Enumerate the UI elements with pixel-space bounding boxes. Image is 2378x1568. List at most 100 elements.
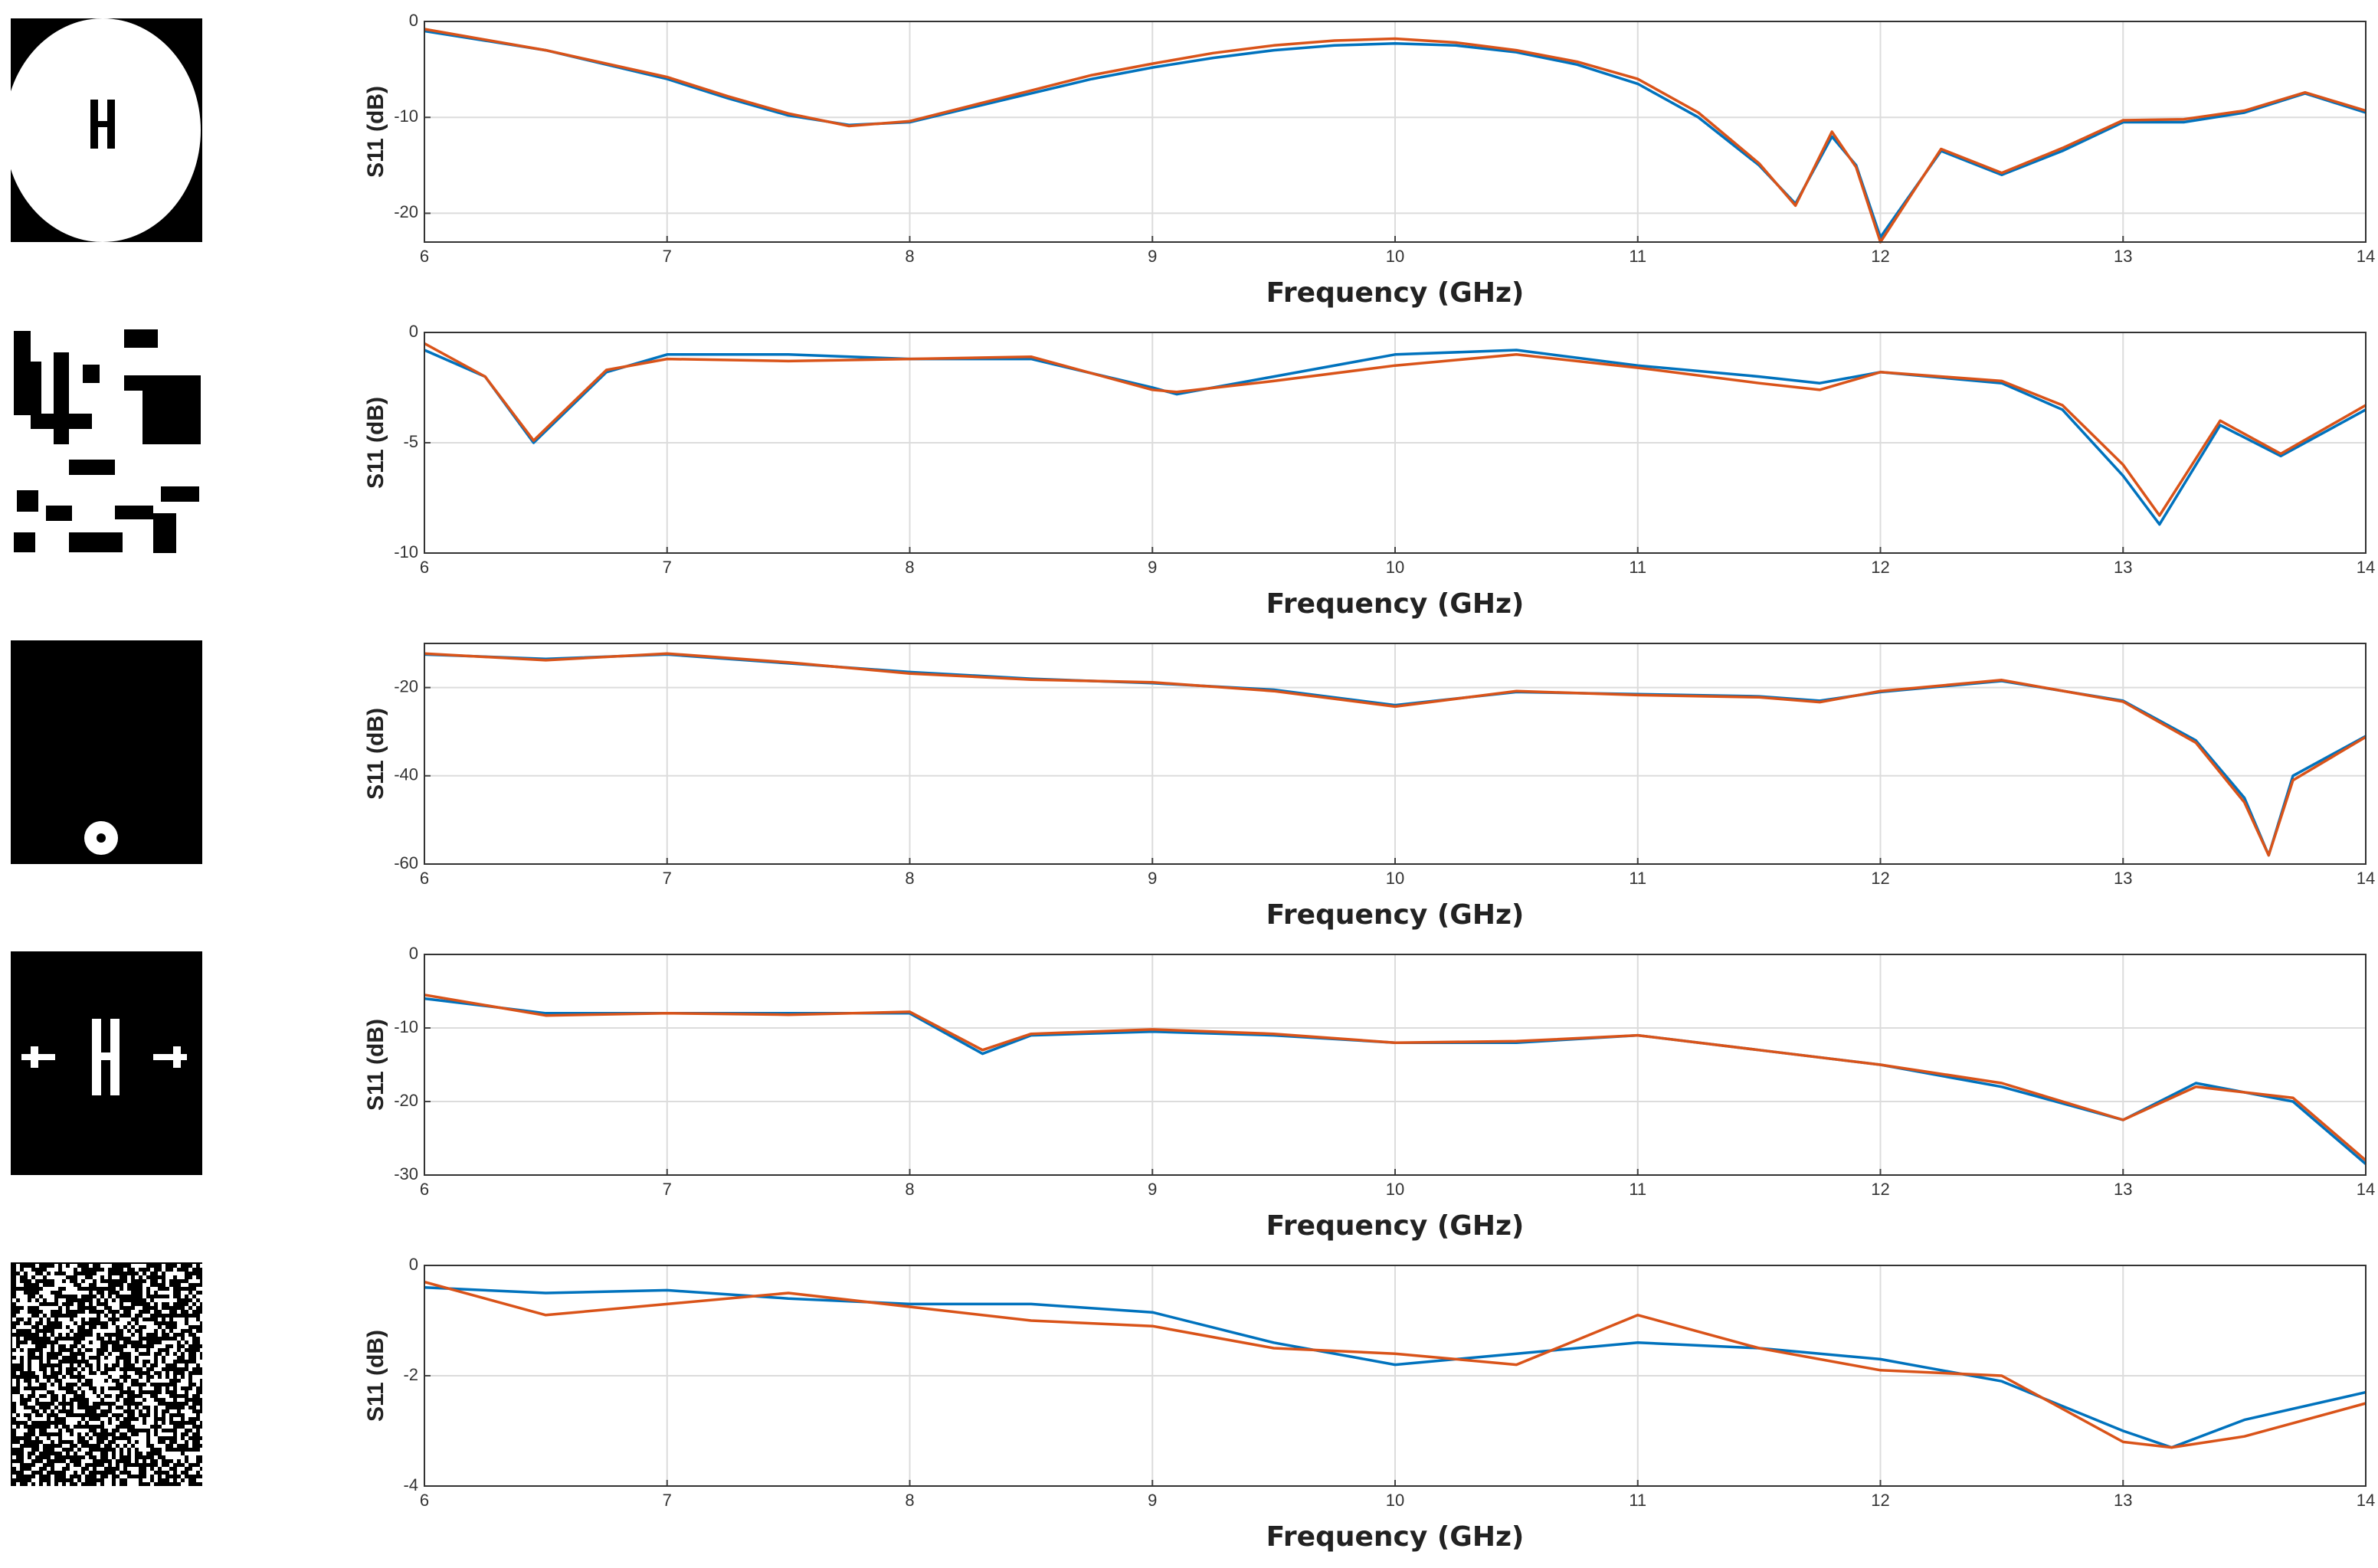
noise-pixel <box>16 1467 20 1471</box>
noise-pixel <box>135 1352 139 1356</box>
noise-pixel <box>81 1478 85 1482</box>
noise-pixel <box>142 1287 146 1291</box>
noise-pixel <box>200 1318 204 1321</box>
noise-pixel <box>62 1333 66 1337</box>
noise-pixel <box>62 1306 66 1310</box>
noise-pixel <box>108 1363 112 1367</box>
noise-pixel <box>158 1279 162 1283</box>
noise-pixel <box>108 1482 112 1486</box>
noise-pixel <box>108 1383 112 1386</box>
noise-pixel <box>135 1264 139 1268</box>
noise-pixel <box>112 1371 116 1375</box>
noise-pixel <box>108 1314 112 1318</box>
noise-pixel <box>116 1371 120 1375</box>
noise-pixel <box>58 1467 62 1471</box>
y-tick-label: -20 <box>394 1091 418 1110</box>
noise-pixel <box>112 1390 116 1394</box>
noise-pixel <box>39 1444 43 1448</box>
noise-pixel <box>188 1452 192 1455</box>
noise-pixel <box>108 1298 112 1302</box>
y-tick-label: -10 <box>394 542 418 561</box>
noise-pixel <box>131 1352 135 1356</box>
noise-pixel <box>93 1314 97 1318</box>
noise-pixel <box>139 1318 142 1321</box>
noise-pixel <box>112 1421 116 1425</box>
noise-pixel <box>131 1337 135 1340</box>
noise-pixel <box>12 1463 16 1467</box>
noise-pixel <box>54 1367 58 1371</box>
noise-pixel <box>146 1283 150 1287</box>
noise-pixel <box>162 1268 165 1272</box>
noise-pixel <box>70 1272 74 1275</box>
noise-pixel <box>108 1264 112 1268</box>
noise-pixel <box>108 1475 112 1478</box>
noise-pixel <box>12 1413 16 1417</box>
x-tick-label: 13 <box>2114 1491 2132 1510</box>
noise-pixel <box>185 1379 188 1383</box>
noise-pixel <box>116 1471 120 1475</box>
noise-pixel <box>150 1406 154 1409</box>
noise-pixel <box>100 1283 104 1287</box>
noise-pixel <box>150 1417 154 1421</box>
noise-pixel <box>188 1363 192 1367</box>
noise-pixel <box>196 1360 200 1363</box>
noise-pixel <box>108 1325 112 1329</box>
noise-pixel <box>185 1417 188 1421</box>
noise-pixel <box>24 1310 28 1314</box>
noise-pixel <box>104 1478 108 1482</box>
noise-pixel <box>12 1329 16 1333</box>
noise-pixel <box>112 1360 116 1363</box>
noise-pixel <box>120 1325 123 1329</box>
noise-pixel <box>100 1306 104 1310</box>
noise-pixel <box>131 1455 135 1459</box>
noise-pixel <box>100 1272 104 1275</box>
noise-pixel <box>173 1417 177 1421</box>
noise-pixel <box>62 1310 66 1314</box>
noise-pixel <box>169 1348 173 1352</box>
noise-pixel <box>39 1436 43 1440</box>
noise-pixel <box>93 1379 97 1383</box>
noise-pixel <box>89 1352 93 1356</box>
noise-pixel <box>89 1375 93 1379</box>
noise-pixel <box>120 1463 123 1467</box>
noise-pixel <box>162 1363 165 1367</box>
noise-pixel <box>77 1482 81 1486</box>
noise-pixel <box>54 1275 58 1279</box>
x-tick-label: 9 <box>1148 1491 1157 1510</box>
noise-pixel <box>142 1264 146 1268</box>
noise-pixel <box>66 1444 70 1448</box>
noise-pixel <box>66 1279 70 1283</box>
x-tick-label: 6 <box>420 558 429 577</box>
noise-pixel <box>89 1360 93 1363</box>
noise-pixel <box>70 1321 74 1325</box>
noise-pixel <box>24 1314 28 1318</box>
noise-pixel <box>185 1375 188 1379</box>
noise-pixel <box>169 1386 173 1390</box>
noise-pixel <box>104 1337 108 1340</box>
noise-pixel <box>146 1425 150 1429</box>
noise-pixel <box>131 1386 135 1390</box>
noise-pixel <box>54 1279 58 1283</box>
x-tick-label: 6 <box>420 869 429 888</box>
noise-pixel <box>154 1402 158 1406</box>
noise-pixel <box>192 1375 196 1379</box>
noise-pixel <box>31 1298 35 1302</box>
noise-pixel <box>85 1371 89 1375</box>
noise-pixel <box>169 1360 173 1363</box>
noise-pixel <box>139 1348 142 1352</box>
noise-pixel <box>20 1325 24 1329</box>
noise-pixel <box>169 1375 173 1379</box>
noise-pixel <box>139 1417 142 1421</box>
noise-pixel <box>31 1344 35 1348</box>
noise-pixel <box>150 1386 154 1390</box>
noise-pixel <box>24 1390 28 1394</box>
noise-pixel <box>24 1448 28 1452</box>
noise-pixel <box>43 1390 47 1394</box>
noise-pixel <box>97 1386 100 1390</box>
noise-pixel <box>188 1268 192 1272</box>
noise-pixel <box>93 1337 97 1340</box>
noise-pixel <box>77 1390 81 1394</box>
noise-pixel <box>142 1409 146 1413</box>
noise-pixel <box>142 1444 146 1448</box>
noise-pixel <box>89 1432 93 1436</box>
